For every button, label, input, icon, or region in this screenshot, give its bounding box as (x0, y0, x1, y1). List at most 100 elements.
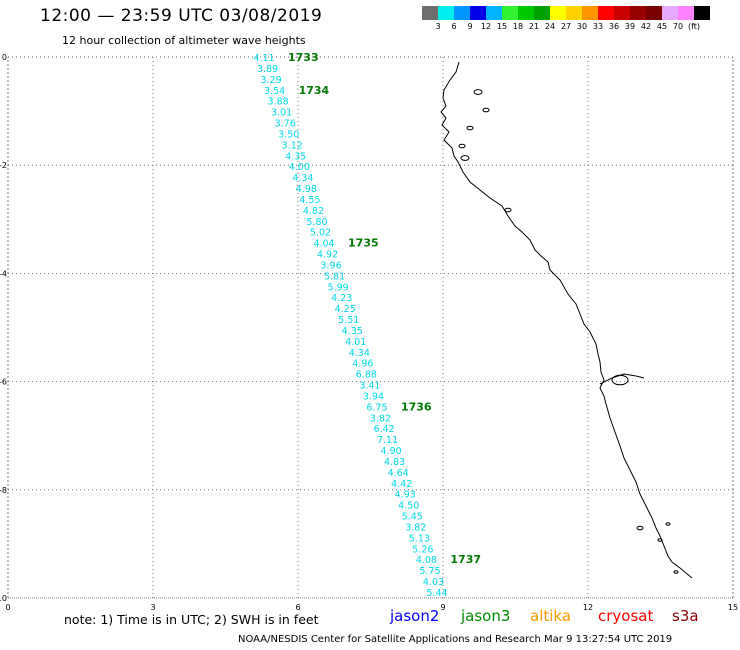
swh-value-label: 6.75 (366, 402, 387, 413)
swh-value-label: 3.94 (363, 391, 384, 402)
y-tick-label: -6 (0, 378, 7, 387)
swh-value-label: 3.12 (282, 140, 303, 151)
swh-value-label: 4.25 (335, 304, 356, 315)
x-tick-label: 9 (440, 603, 445, 612)
swh-value-label: 5.44 (426, 588, 447, 599)
swh-value-label: 3.41 (359, 381, 380, 392)
x-tick-label: 0 (5, 603, 10, 612)
axis-tick-labels: 0 3 6 9 12 15 0 -2 -4 -6 -8 -10 (0, 53, 738, 612)
legend-swatch (614, 6, 630, 20)
legend-label: 45 (656, 22, 668, 31)
swh-value-label: 4.98 (296, 184, 317, 195)
legend-swatch (566, 6, 582, 20)
legend-swatch (550, 6, 566, 20)
legend-swatch (438, 6, 454, 20)
island-outline (460, 155, 470, 161)
swh-value-label: 5.99 (328, 282, 349, 293)
swh-value-label: 5.75 (419, 566, 440, 577)
map-title: 12:00 — 23:59 UTC 03/08/2019 (40, 6, 323, 26)
legend-label: 6 (451, 22, 457, 31)
swh-value-label: 5.26 (412, 544, 433, 555)
x-tick-label: 3 (150, 603, 155, 612)
swh-value-label: 7.11 (377, 435, 398, 446)
swh-value-label: 3.96 (321, 260, 342, 271)
coastline-path (440, 61, 693, 579)
swh-value-label: 4.50 (398, 501, 419, 512)
swh-value-label: 4.83 (384, 457, 405, 468)
swh-value-label: 4.01 (345, 337, 366, 348)
legend-swatch (502, 6, 518, 20)
legend-swatch (486, 6, 502, 20)
swh-value-label: 4.42 (391, 479, 412, 490)
legend-swatch (694, 6, 710, 20)
legend-label: 21 (528, 22, 540, 31)
swh-value-label: 4.82 (303, 206, 324, 217)
swh-value-label: 4.55 (299, 195, 320, 206)
swh-value-label: 4.96 (352, 359, 373, 370)
swh-value-label: 4.35 (285, 151, 306, 162)
swh-value-label: 4.00 (289, 162, 310, 173)
swh-legend-labels: 3 6 9 12 15 18 21 24 27 30 33 36 39 42 45 70 (ft) (422, 22, 740, 34)
swh-value-label: 4.03 (423, 577, 444, 588)
time-mark-label: 1735 (348, 237, 379, 250)
map-subtitle: 12 hour collection of altimeter wave hei… (62, 34, 306, 47)
swh-value-label: 3.89 (257, 64, 278, 75)
bay-outline (599, 373, 645, 385)
swh-value-label: 4.92 (317, 250, 338, 261)
satellite-s3a: s3a (672, 607, 699, 625)
swh-value-label: 4.64 (388, 468, 409, 479)
legend-swatch (678, 6, 694, 20)
swh-value-label: 4.34 (292, 173, 313, 184)
legend-label: 9 (467, 22, 473, 31)
swh-value-label: 4.93 (395, 490, 416, 501)
note-text: note: 1) Time is in UTC; 2) SWH is in fe… (64, 612, 319, 627)
map-grid (7, 56, 734, 599)
x-tick-label: 12 (583, 603, 593, 612)
time-mark-label: 1736 (401, 400, 432, 413)
y-tick-label: -2 (0, 161, 7, 170)
island-outline (636, 525, 644, 531)
time-mark-label: 1733 (288, 51, 319, 64)
time-marks: 1733 1734 1735 1736 1737 (288, 51, 481, 566)
legend-swatch (630, 6, 646, 20)
legend-label: 18 (512, 22, 524, 31)
legend-label: 24 (544, 22, 556, 31)
satellite-jason2: jason2 (390, 607, 440, 625)
island-outline (458, 143, 466, 149)
legend-swatch (422, 6, 438, 20)
y-tick-label: 0 (2, 53, 7, 62)
y-tick-label: -8 (0, 486, 7, 495)
island-outline (473, 89, 483, 95)
legend-swatch (518, 6, 534, 20)
island-outline (482, 107, 490, 113)
swh-value-label: 4.34 (349, 348, 370, 359)
altimeter-track: 4.113.893.293.543.883.013.763.503.124.35… (253, 53, 447, 599)
legend-swatch (598, 6, 614, 20)
satellite-cryosat: cryosat (598, 607, 654, 625)
swh-value-label: 4.23 (331, 293, 352, 304)
legend-label: (ft) (687, 22, 701, 31)
swh-value-label: 3.82 (370, 413, 391, 424)
swh-value-label: 5.02 (310, 228, 331, 239)
legend-swatch (582, 6, 598, 20)
swh-value-label: 3.29 (260, 75, 281, 86)
island-outline (657, 538, 663, 542)
swh-value-label: 3.54 (264, 86, 285, 97)
swh-value-label: 5.81 (324, 271, 345, 282)
legend-label: 27 (560, 22, 572, 31)
footer-credit: NOAA/NESDIS Center for Satellite Applica… (238, 634, 673, 645)
island-outline (673, 570, 679, 574)
swh-value-label: 4.90 (381, 446, 402, 457)
legend-label: 70 (672, 22, 684, 31)
legend-label: 12 (480, 22, 492, 31)
legend-swatch (470, 6, 486, 20)
legend-swatch (534, 6, 550, 20)
x-tick-label: 15 (728, 603, 738, 612)
swh-value-label: 4.04 (313, 239, 334, 250)
swh-value-label: 3.01 (271, 108, 292, 119)
coastline (440, 61, 693, 579)
island-outline (466, 125, 474, 131)
swh-value-label: 3.82 (405, 522, 426, 533)
legend-swatch (454, 6, 470, 20)
